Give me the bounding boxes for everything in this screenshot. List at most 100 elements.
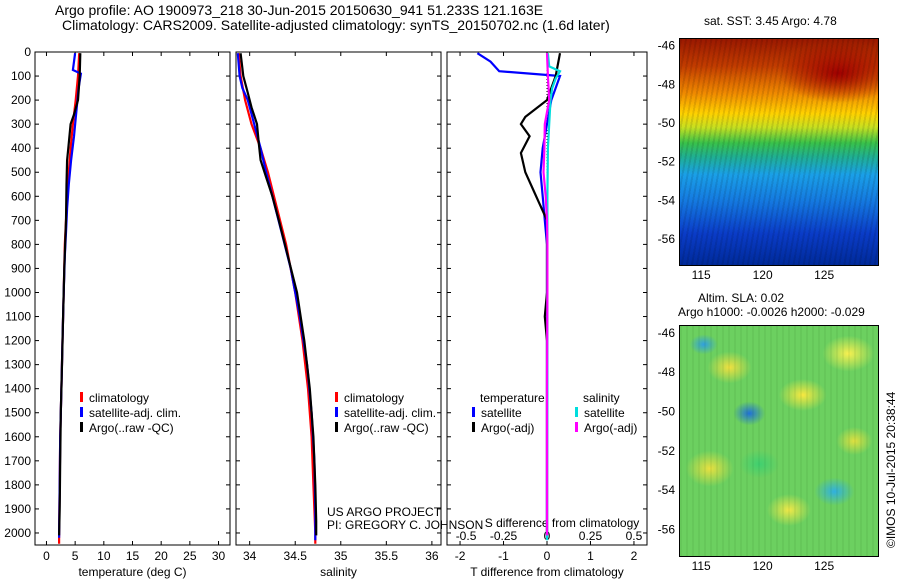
project-name: US ARGO PROJECT [327, 505, 442, 519]
depth-tick-label: 900 [11, 261, 31, 275]
sst-map-ytick-label: -54 [658, 193, 676, 207]
depth-tick-label: 800 [11, 237, 31, 251]
sst-map-xtick-label: 125 [814, 268, 834, 282]
sst-map-ytick-label: -46 [658, 39, 676, 53]
project-pi: PI: GREGORY C. JOHNSON [327, 518, 484, 532]
depth-tick-label: 1300 [4, 358, 31, 372]
salinity-profile-legend-swatch [335, 392, 338, 402]
sst-map-title: sat. SST: 3.45 Argo: 4.78 [704, 14, 837, 28]
temperature-profile-legend-label: satellite-adj. clim. [89, 406, 181, 420]
depth-tick-label: 300 [11, 117, 31, 131]
salinity-profile-legend-swatch [335, 407, 338, 417]
depth-tick-label: 500 [11, 165, 31, 179]
sla-map-xtick-label: 115 [692, 559, 711, 573]
difference-profile-series-s-satellite [545, 53, 562, 541]
temperature-profile-xtick-label: 20 [154, 549, 168, 563]
sla-map-ytick-label: -52 [658, 444, 676, 458]
salinity-profile-xlabel: salinity [320, 565, 357, 579]
depth-tick-label: 1900 [4, 502, 31, 516]
sla-map-xtick-label: 125 [814, 559, 834, 573]
sla-map-title: Altim. SLA: 0.02 [698, 291, 785, 305]
difference-profile-s-tick-label: -0.25 [490, 529, 518, 543]
difference-profile-series-t-argo-adj- [519, 52, 562, 536]
sst-map-ytick-label: -56 [658, 232, 676, 246]
difference-profile-series-s-argo-adj- [542, 53, 551, 536]
temperature-profile-xtick-label: 30 [212, 549, 226, 563]
depth-tick-label: 1000 [4, 285, 31, 299]
depth-tick-label: 600 [11, 189, 31, 203]
difference-profile-s-tick-label: -0.5 [456, 529, 477, 543]
temperature-profile-xtick-label: 0 [43, 549, 50, 563]
diff-legend-header-temperature: temperature [480, 391, 545, 405]
difference-profile-s-tick-label: 0.5 [626, 529, 643, 543]
diff-legend-label: Argo(-adj) [584, 421, 637, 435]
diff-legend-swatch [472, 422, 475, 432]
sst-map-ytick-label: -52 [658, 155, 676, 169]
difference-profile-xtick-label: 2 [631, 549, 638, 563]
depth-tick-label: 1600 [4, 430, 31, 444]
sla-map-ytick-label: -56 [658, 522, 676, 536]
sst-map-xtick-label: 120 [753, 268, 773, 282]
temperature-profile-xtick-label: 15 [126, 549, 140, 563]
salinity-profile-frame [235, 51, 442, 546]
sst-map-image [679, 38, 879, 266]
temperature-profile-xtick-label: 10 [97, 549, 111, 563]
depth-tick-label: 1100 [5, 310, 31, 324]
depth-tick-label: 200 [11, 93, 31, 107]
temperature-profile-legend-label: climatology [89, 391, 149, 405]
salinity-profile-xtick-label: 35 [334, 549, 348, 563]
temperature-profile-legend-swatch [80, 392, 83, 402]
salinity-profile-xtick-label: 34.5 [284, 549, 308, 563]
temperature-profile-series-climatology [57, 53, 81, 544]
salinity-profile-series-argo-raw-qc- [239, 53, 318, 536]
plot-title-line1: Argo profile: AO 1900973_218 30-Jun-2015… [55, 2, 544, 18]
salinity-profile-xtick-label: 34 [243, 549, 257, 563]
difference-profile-xtick-label: 0 [544, 549, 551, 563]
diff-legend-swatch [575, 422, 578, 432]
temperature-profile-legend-swatch [80, 422, 83, 432]
depth-tick-label: 1700 [4, 454, 31, 468]
salinity-profile-series-climatology [237, 53, 317, 544]
salinity-profile-legend-label: Argo(..raw -QC) [344, 421, 429, 435]
depth-tick-label: 2000 [4, 526, 31, 540]
depth-tick-label: 400 [11, 141, 31, 155]
temperature-profile-xtick-label: 5 [72, 549, 79, 563]
sla-map-subtitle: Argo h1000: -0.0026 h2000: -0.029 [678, 305, 865, 319]
difference-profile-xtick-label: -2 [455, 549, 466, 563]
depth-tick-label: 0 [24, 45, 31, 59]
sst-map-xtick-label: 115 [692, 268, 711, 282]
temperature-profile-legend-label: Argo(..raw -QC) [89, 421, 174, 435]
diff-legend-label: satellite [481, 406, 522, 420]
sst-map-ytick-label: -48 [658, 77, 676, 91]
temperature-profile-xlabel: temperature (deg C) [78, 565, 186, 579]
depth-tick-label: 1500 [4, 406, 31, 420]
temperature-profile-legend-swatch [80, 407, 83, 417]
difference-profile-top-label: S difference from climatology [485, 516, 640, 530]
diff-legend-label: satellite [584, 406, 625, 420]
sla-map-ytick-label: -46 [658, 326, 676, 340]
depth-tick-label: 700 [11, 213, 31, 227]
depth-tick-label: 100 [11, 69, 31, 83]
imos-credit: ©IMOS 10-Jul-2015 20:38:44 [884, 391, 898, 548]
temperature-profile-xtick-label: 25 [183, 549, 197, 563]
sst-map-ytick-label: -50 [658, 116, 676, 130]
diff-legend-header-salinity: salinity [583, 391, 620, 405]
depth-tick-label: 1800 [4, 478, 31, 492]
difference-profile-s-tick-label: 0.25 [579, 529, 603, 543]
difference-profile-xtick-label: -1 [498, 549, 509, 563]
sla-map-ytick-label: -54 [658, 483, 676, 497]
plot-title-line2: Climatology: CARS2009. Satellite-adjuste… [62, 17, 610, 33]
salinity-profile-xtick-label: 35.5 [375, 549, 399, 563]
depth-tick-label: 1400 [4, 382, 31, 396]
depth-tick-label: 1200 [4, 334, 31, 348]
diff-legend-swatch [575, 407, 578, 417]
salinity-profile-legend-label: climatology [344, 391, 404, 405]
difference-profile-xtick-label: 1 [587, 549, 594, 563]
sla-map-image [679, 325, 879, 557]
temperature-profile-series-argo-raw-qc- [58, 53, 82, 536]
diff-legend-swatch [472, 407, 475, 417]
sla-map-xtick-label: 120 [753, 559, 773, 573]
difference-profile-xlabel: T difference from climatology [470, 565, 624, 579]
sla-map-ytick-label: -48 [658, 365, 676, 379]
